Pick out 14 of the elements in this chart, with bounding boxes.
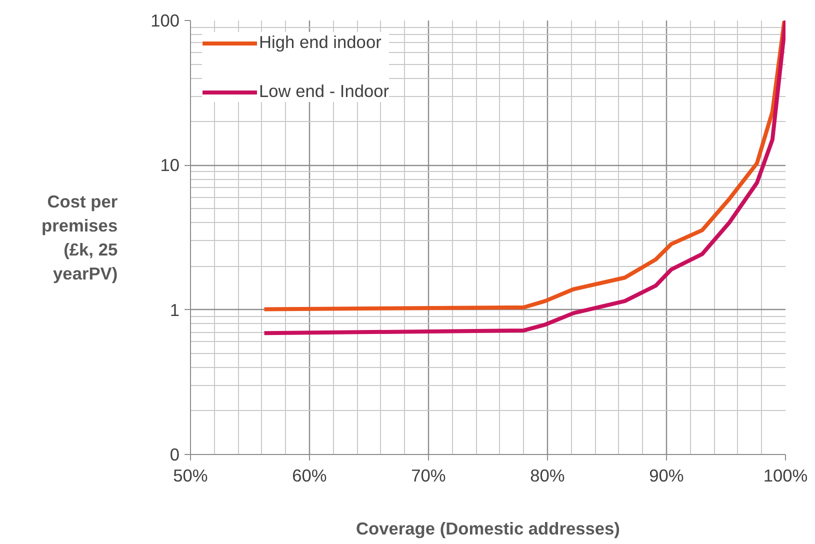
y-tick-label: 10 [160, 155, 180, 176]
x-tick-label: 90% [649, 466, 684, 486]
legend-label: High end indoor [259, 32, 382, 53]
y-tick-label: 1 [170, 300, 180, 320]
x-tick-label: 100% [763, 466, 808, 486]
y-axis-title: Cost per premises (£k, 25 yearPV) [41, 192, 118, 284]
x-tick-label: 80% [530, 466, 565, 486]
x-tick-label: 70% [411, 466, 446, 486]
x-tick-label: 50% [173, 466, 208, 486]
legend-label: Low end - Indoor [259, 81, 390, 102]
y-tick-label: 0 [170, 444, 180, 464]
x-tick-label: 60% [292, 466, 327, 486]
y-tick-label: 100 [150, 10, 180, 30]
x-axis-title: Coverage (Domestic addresses) [356, 518, 620, 538]
